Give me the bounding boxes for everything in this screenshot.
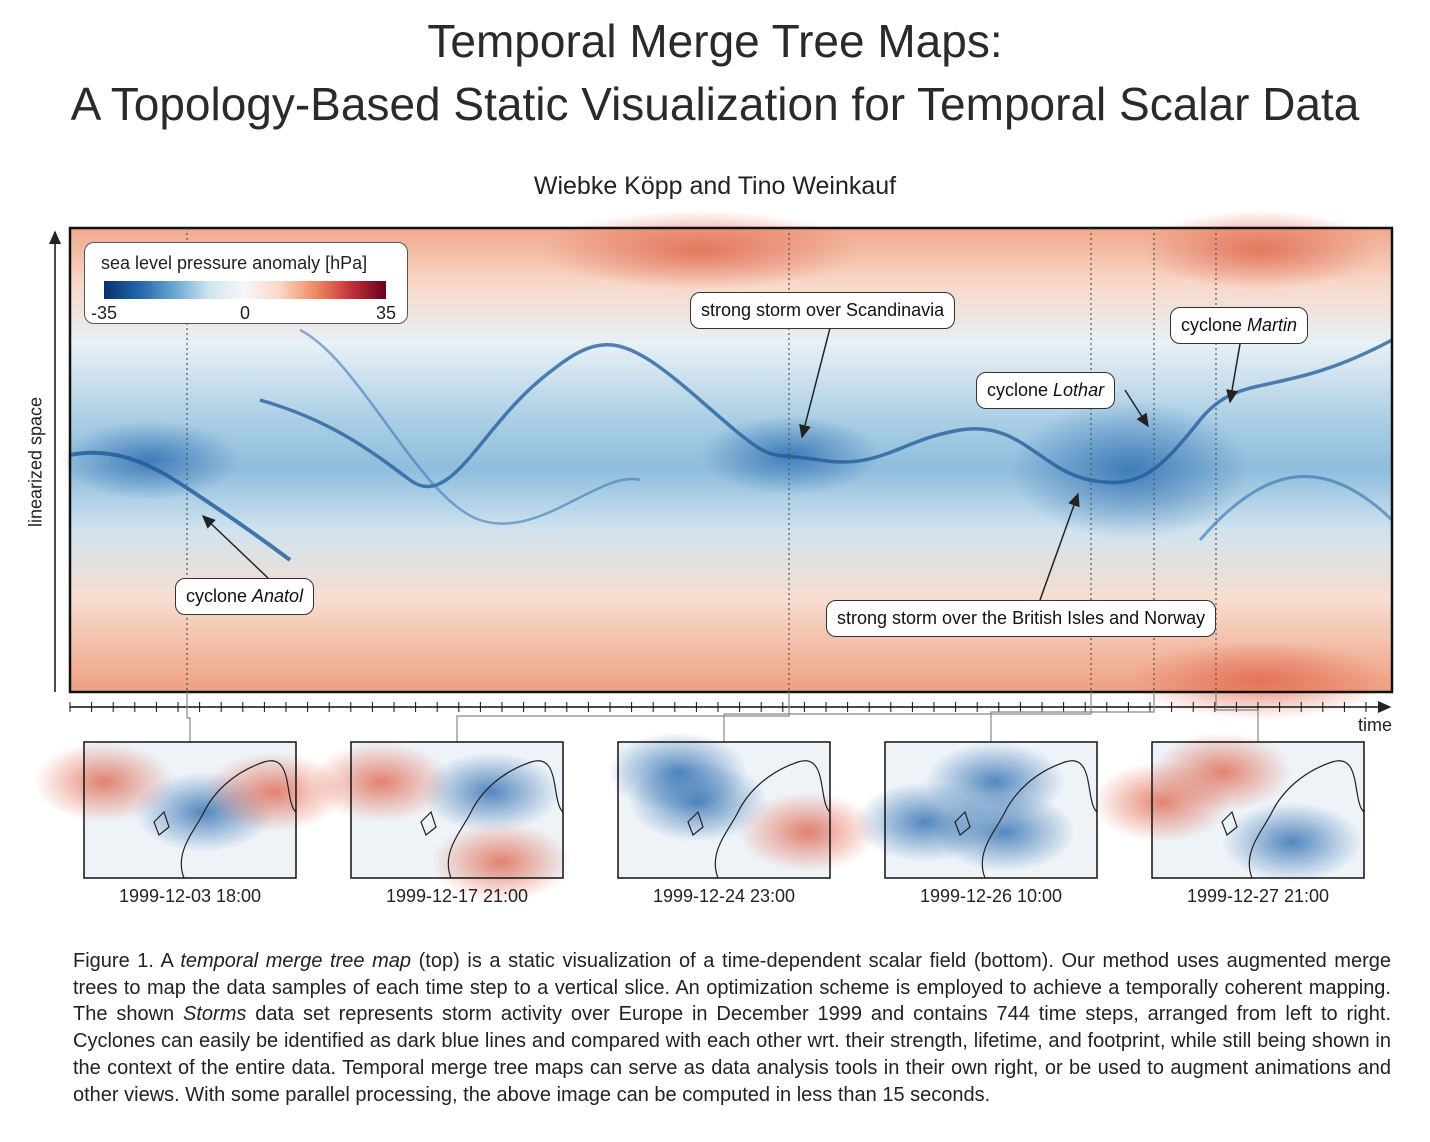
link-line: [723, 692, 1092, 742]
snapshot-date: 1999-12-24 23:00: [652, 886, 796, 906]
colorbar-tick-label: -35: [90, 303, 118, 323]
figure: [34, 210, 1394, 902]
annotation: strong storm over the British Isles and …: [826, 600, 1217, 637]
annotation-text: cyclone: [987, 380, 1049, 400]
heatmap-frame: [68, 226, 1394, 694]
colorbar: sea level pressure anomaly [hPa] -35 0 35: [84, 242, 408, 324]
caption-text: data set represents storm activity over …: [73, 1003, 1392, 1106]
snapshot-map: [34, 741, 344, 879]
colorbar-tick-label: 0: [239, 303, 251, 323]
x-ticks: [69, 702, 1367, 712]
map-blob: [431, 822, 571, 902]
colorbar-bar: [104, 281, 386, 299]
annotation-name: Lothar: [1053, 380, 1105, 400]
map-blob: [1152, 732, 1292, 812]
link-line: [990, 692, 1155, 742]
coastline: [153, 760, 297, 879]
colorbar-tick-label: 35: [375, 303, 397, 323]
map-frame: [350, 741, 564, 879]
coastline: [954, 760, 1098, 879]
map-blob: [204, 752, 344, 832]
caption-text: temporal merge tree map: [180, 950, 412, 972]
map-blob: [311, 742, 451, 822]
map-blob: [738, 792, 878, 872]
snapshot-map: [1092, 732, 1365, 882]
title: Temporal Merge Tree Maps:: [427, 15, 1003, 67]
map-blob: [855, 782, 995, 862]
snapshot-maps: [34, 732, 1365, 902]
annotation-name: Martin: [1247, 315, 1298, 335]
caption-text: Figure 1. A: [73, 950, 181, 972]
coastline: [687, 760, 831, 879]
snapshot-map: [608, 732, 878, 879]
snapshot-map: [855, 741, 1098, 879]
annotation: cyclone Martin: [1170, 307, 1309, 344]
annotation-name: Anatol: [252, 586, 304, 606]
x-axis-label: time: [1358, 715, 1393, 735]
coastline: [420, 760, 564, 879]
snapshot-date: 1999-12-03 18:00: [118, 886, 262, 906]
map-blob: [1222, 802, 1362, 882]
annotation-text: cyclone: [1181, 315, 1243, 335]
title: A Topology-Based Static Visualization fo…: [70, 78, 1360, 130]
map-blob: [34, 742, 174, 822]
snapshot-map: [311, 741, 571, 902]
annotation-text: strong storm over Scandinavia: [701, 300, 945, 320]
annotation-arrows: [201, 327, 1241, 601]
y-axis-label: linearized space: [25, 396, 46, 528]
annotation-text: cyclone: [186, 586, 248, 606]
map-frame: [617, 741, 831, 879]
annotation: cyclone Lothar: [976, 372, 1116, 409]
caption-text: (top) is a static visualization of a tim…: [73, 950, 1391, 1026]
link-line: [1215, 692, 1259, 742]
map-frame: [83, 741, 297, 879]
coastline: [1221, 760, 1365, 879]
caption: Figure 1. A temporal merge tree map (top…: [73, 948, 1391, 1108]
caption-text: Storms: [183, 1003, 247, 1026]
snapshot-date: 1999-12-26 10:00: [919, 886, 1063, 906]
annotation-text: strong storm over the British Isles and …: [837, 608, 1206, 628]
map-blob: [421, 752, 561, 832]
annotation: cyclone Anatol: [175, 578, 315, 615]
snapshot-date: 1999-12-27 21:00: [1186, 886, 1330, 906]
link-line: [186, 692, 191, 742]
annotation: strong storm over Scandinavia: [690, 292, 956, 329]
map-frame: [1151, 741, 1365, 879]
link-line: [456, 692, 790, 742]
authors: Wiebke Köpp and Tino Weinkauf: [533, 172, 897, 200]
colorbar-label: sea level pressure anomaly [hPa]: [101, 253, 368, 273]
snapshot-date: 1999-12-17 21:00: [385, 886, 529, 906]
map-blob: [608, 732, 748, 812]
